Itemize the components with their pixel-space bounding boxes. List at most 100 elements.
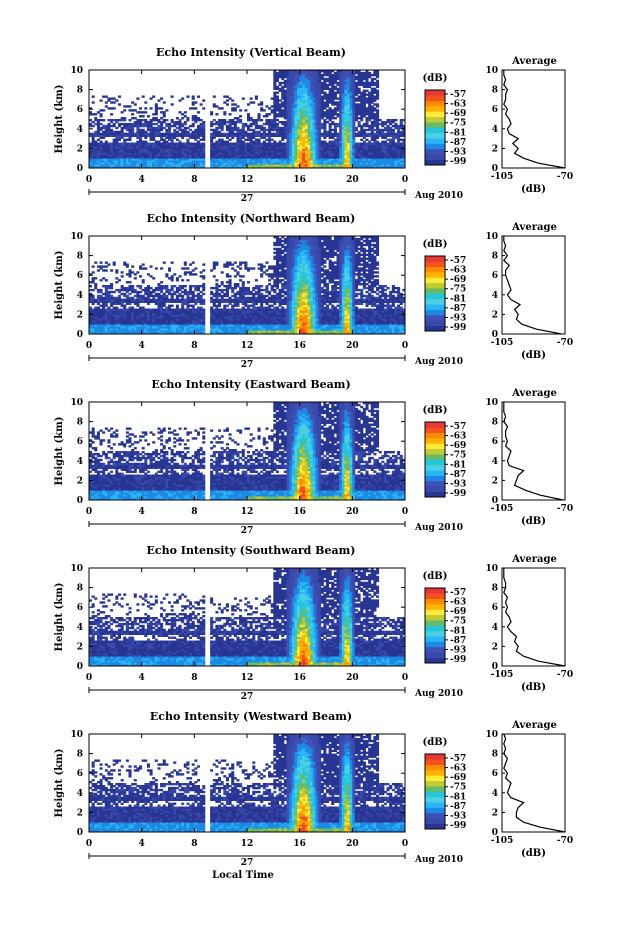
heatmap-cell [152, 136, 156, 139]
heatmap-cell [270, 160, 274, 163]
heatmap-cell [297, 119, 301, 122]
heatmap-cell [252, 130, 256, 134]
heatmap-cell [244, 162, 248, 165]
heatmap-cell [102, 109, 106, 112]
heatmap-cell [194, 132, 198, 136]
heatmap-cell [170, 322, 174, 325]
heatmap-cell [218, 320, 222, 323]
heatmap-cell [302, 93, 306, 96]
heatmap-cell [212, 275, 216, 278]
heatmap-cell [131, 288, 135, 292]
heatmap-cell [144, 332, 148, 335]
heatmap-cell [144, 314, 148, 317]
heatmap-cell [299, 146, 303, 149]
heatmap-cell [307, 158, 311, 161]
heatmap-cell [120, 288, 124, 292]
heatmap-cell [365, 166, 369, 169]
heatmap-cell [165, 154, 169, 157]
heatmap-cell [91, 277, 95, 280]
heatmap-cell [260, 162, 264, 165]
y-tick-label: 0 [77, 164, 83, 174]
heatmap-cell [99, 265, 103, 268]
heatmap-cell [354, 83, 358, 87]
heatmap-cell [136, 156, 140, 159]
heatmap-cell [383, 128, 387, 132]
heatmap-cell [136, 332, 140, 335]
heatmap-cell [391, 138, 395, 141]
heatmap-cell [312, 99, 316, 102]
heatmap-cell [389, 152, 393, 155]
heatmap-cell [112, 101, 116, 104]
heatmap-cell [94, 162, 98, 165]
heatmap-cell [115, 277, 119, 280]
heatmap-cell [199, 306, 203, 309]
heatmap-cell [386, 162, 390, 165]
heatmap-cell [225, 290, 229, 294]
heatmap-cell [194, 134, 198, 138]
heatmap-cell [239, 162, 243, 165]
heatmap-cell [357, 154, 361, 157]
heatmap-cell [220, 316, 224, 319]
heatmap-cell [244, 160, 248, 163]
heatmap-cell [339, 89, 343, 92]
heatmap-cell [186, 140, 190, 143]
heatmap-cell [183, 298, 187, 302]
heatmap-cell [160, 328, 164, 331]
heatmap-cell [89, 316, 93, 319]
heatmap-cell [96, 314, 100, 317]
heatmap-cell [189, 324, 193, 327]
heatmap-cell [328, 111, 332, 114]
heatmap-cell [352, 128, 356, 132]
heatmap-cell [91, 310, 95, 313]
heatmap-cell [89, 306, 93, 309]
heatmap-cell [152, 138, 156, 141]
heatmap-cell [91, 288, 95, 292]
heatmap-cell [370, 91, 374, 94]
heatmap-cell [402, 154, 406, 157]
heatmap-cell [270, 120, 274, 124]
heatmap-cell [312, 146, 316, 149]
heatmap-cell [144, 136, 148, 139]
heatmap-cell [297, 130, 301, 134]
heatmap-cell [128, 328, 132, 331]
heatmap-cell [194, 298, 198, 302]
heatmap-cell [183, 152, 187, 155]
heatmap-cell [178, 286, 182, 290]
heatmap-cell [368, 152, 372, 155]
heatmap-cell [160, 146, 164, 149]
heatmap-cell [307, 154, 311, 157]
heatmap-cell [336, 122, 340, 126]
heatmap-cell [339, 126, 343, 130]
heatmap-cell [117, 320, 121, 323]
heatmap-cell [352, 119, 356, 122]
heatmap-cell [275, 107, 279, 110]
heatmap-cell [123, 140, 127, 143]
heatmap-cell [228, 261, 232, 264]
heatmap-cell [123, 166, 127, 169]
heatmap-cell [312, 142, 316, 145]
heatmap-cell [376, 142, 380, 145]
heatmap-cell [331, 87, 335, 90]
heatmap-cell [186, 302, 190, 305]
heatmap-cell [220, 128, 224, 132]
heatmap-cell [247, 142, 251, 145]
heatmap-cell [339, 83, 343, 87]
heatmap-cell [328, 97, 332, 100]
heatmap-cell [239, 115, 243, 118]
heatmap-cell [286, 79, 290, 83]
heatmap-cell [212, 119, 216, 122]
heatmap-cell [210, 128, 214, 132]
heatmap-cell [146, 298, 150, 302]
heatmap-cell [283, 79, 287, 83]
heatmap-cell [218, 312, 222, 315]
heatmap-cell [189, 328, 193, 331]
heatmap-cell [168, 158, 172, 161]
heatmap-cell [131, 326, 135, 329]
heatmap-cell [270, 144, 274, 147]
heatmap-cell [373, 162, 377, 165]
heatmap-cell [368, 140, 372, 143]
heatmap-cell [146, 296, 150, 300]
heatmap-cell [302, 73, 306, 77]
heatmap-cell [376, 146, 380, 149]
heatmap-cell [154, 320, 158, 323]
